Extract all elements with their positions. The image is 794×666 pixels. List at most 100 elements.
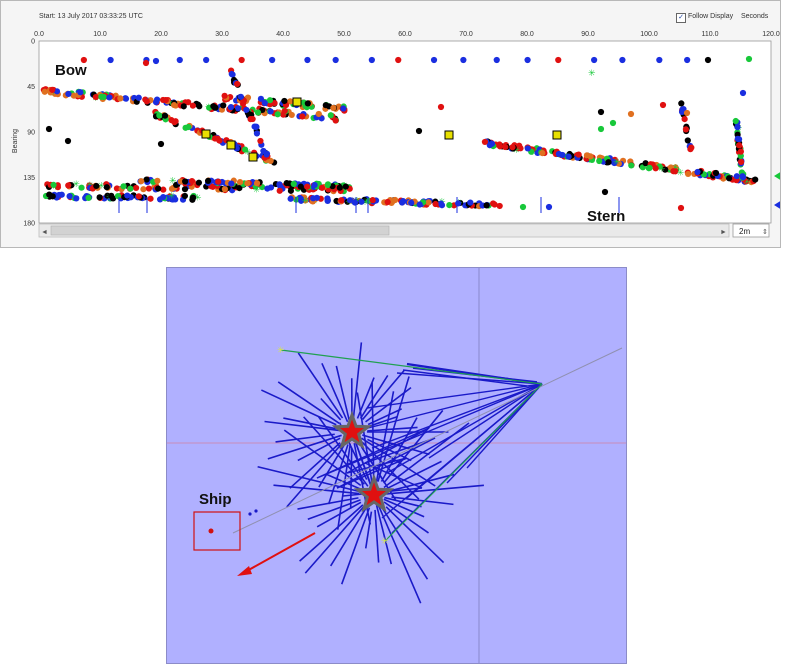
track-dot [162,96,169,104]
track-dot [147,195,154,202]
ship-icon[interactable] [208,528,214,534]
track-dot [227,104,235,111]
track-marker: ✳ [244,147,252,157]
green-marker-1-icon: ✳ [277,345,285,355]
target-star-icon-1[interactable] [331,410,373,450]
track-dot [545,203,553,211]
track-dot [493,56,500,64]
track-dot [438,202,446,209]
zoom-spinner-icon[interactable]: ⇕ [762,228,768,236]
x-tick-label: 0.0 [34,31,44,38]
track-dot [678,100,685,107]
track-dot [733,173,740,180]
track-dot [684,137,691,144]
track-dot [735,136,743,143]
track-dot [687,146,694,153]
track-dot [50,181,57,188]
track-dot [486,142,493,149]
track-dot [66,193,73,200]
bearing-line [257,465,359,493]
track-dot [181,186,189,193]
scrollbar-thumb[interactable] [50,225,390,236]
track-dot [228,180,235,187]
track-dot [338,197,345,204]
track-dot [103,184,110,191]
track-dot [596,157,603,165]
zoom-value: 2m [739,227,750,236]
ship-trail-dot-1 [248,512,252,516]
ship-trail-dot-2 [254,509,258,513]
track-dot [432,200,439,208]
track-dot [247,116,254,123]
track-dot [257,137,264,145]
track-dot [189,102,197,109]
scroll-right-arrow[interactable]: ► [720,229,727,236]
track-dot [138,178,145,185]
track-dot [318,184,326,191]
bearing-line [307,499,361,520]
bearing-line [286,442,344,508]
track-marker: ✳ [169,175,177,185]
track-dot [49,86,56,93]
bearing-line [362,369,406,420]
track-dot [254,109,262,116]
track-dot [681,116,688,123]
target-star-icon-2[interactable] [353,473,395,513]
green-marker-icon[interactable] [774,171,780,181]
track-dot [297,183,304,190]
track-dot [324,197,332,204]
track-dot [276,187,283,194]
track-dot [117,95,124,102]
direction-arrow-icon [237,566,252,576]
track-dot [332,117,339,124]
direction-arrow-shaft [244,532,316,573]
track-dot [221,92,228,99]
track-marker: ✳ [743,176,751,186]
track-dot [384,198,391,206]
track-dot [45,125,53,133]
ship-box[interactable] [193,511,241,551]
track-dot [351,199,359,206]
bearing-line [383,501,429,534]
track-dot [322,102,329,109]
follow-display-checkbox[interactable]: ✓ [676,13,686,23]
track-dot [96,194,103,201]
map-view-panel[interactable]: ✳ ✳ Ship [166,267,627,664]
plot-area [38,40,772,224]
track-marker: ✳ [671,162,679,172]
track-line [232,347,623,534]
follow-display-label[interactable]: Follow Display [688,13,734,20]
track-dot [160,193,167,201]
bearing-line [318,444,345,488]
scroll-left-arrow[interactable]: ◄ [41,229,48,236]
track-dot [281,97,288,105]
zoom-select[interactable] [732,223,770,238]
track-dot [737,152,744,160]
track-dot [446,202,453,209]
bearing-line [367,408,402,426]
track-dot [597,125,605,133]
map-canvas[interactable]: ✳ ✳ Ship [167,268,626,663]
y-tick-labels: 0 45 90 135 180 [23,39,35,228]
track-dot [310,195,317,202]
track-dot [304,56,311,64]
track-dot [597,108,605,116]
track-dot [195,101,202,108]
track-dot [257,95,265,102]
track-dot [181,192,189,200]
y-axis-label: Bearing [12,129,19,153]
track-dot [155,185,162,192]
track-dot [395,56,402,64]
track-dot [161,112,169,119]
track-marker: ✳ [302,196,310,206]
bearing-line [325,473,361,490]
track-dot [704,56,712,64]
blue-marker-icon[interactable] [774,200,780,210]
track-dot [143,98,150,105]
bearing-line [304,503,367,574]
ship-label: Ship [199,491,232,508]
bearing-line [367,426,418,432]
track-dot [241,146,249,153]
track-dot [481,138,489,146]
bearing-line [377,504,422,604]
